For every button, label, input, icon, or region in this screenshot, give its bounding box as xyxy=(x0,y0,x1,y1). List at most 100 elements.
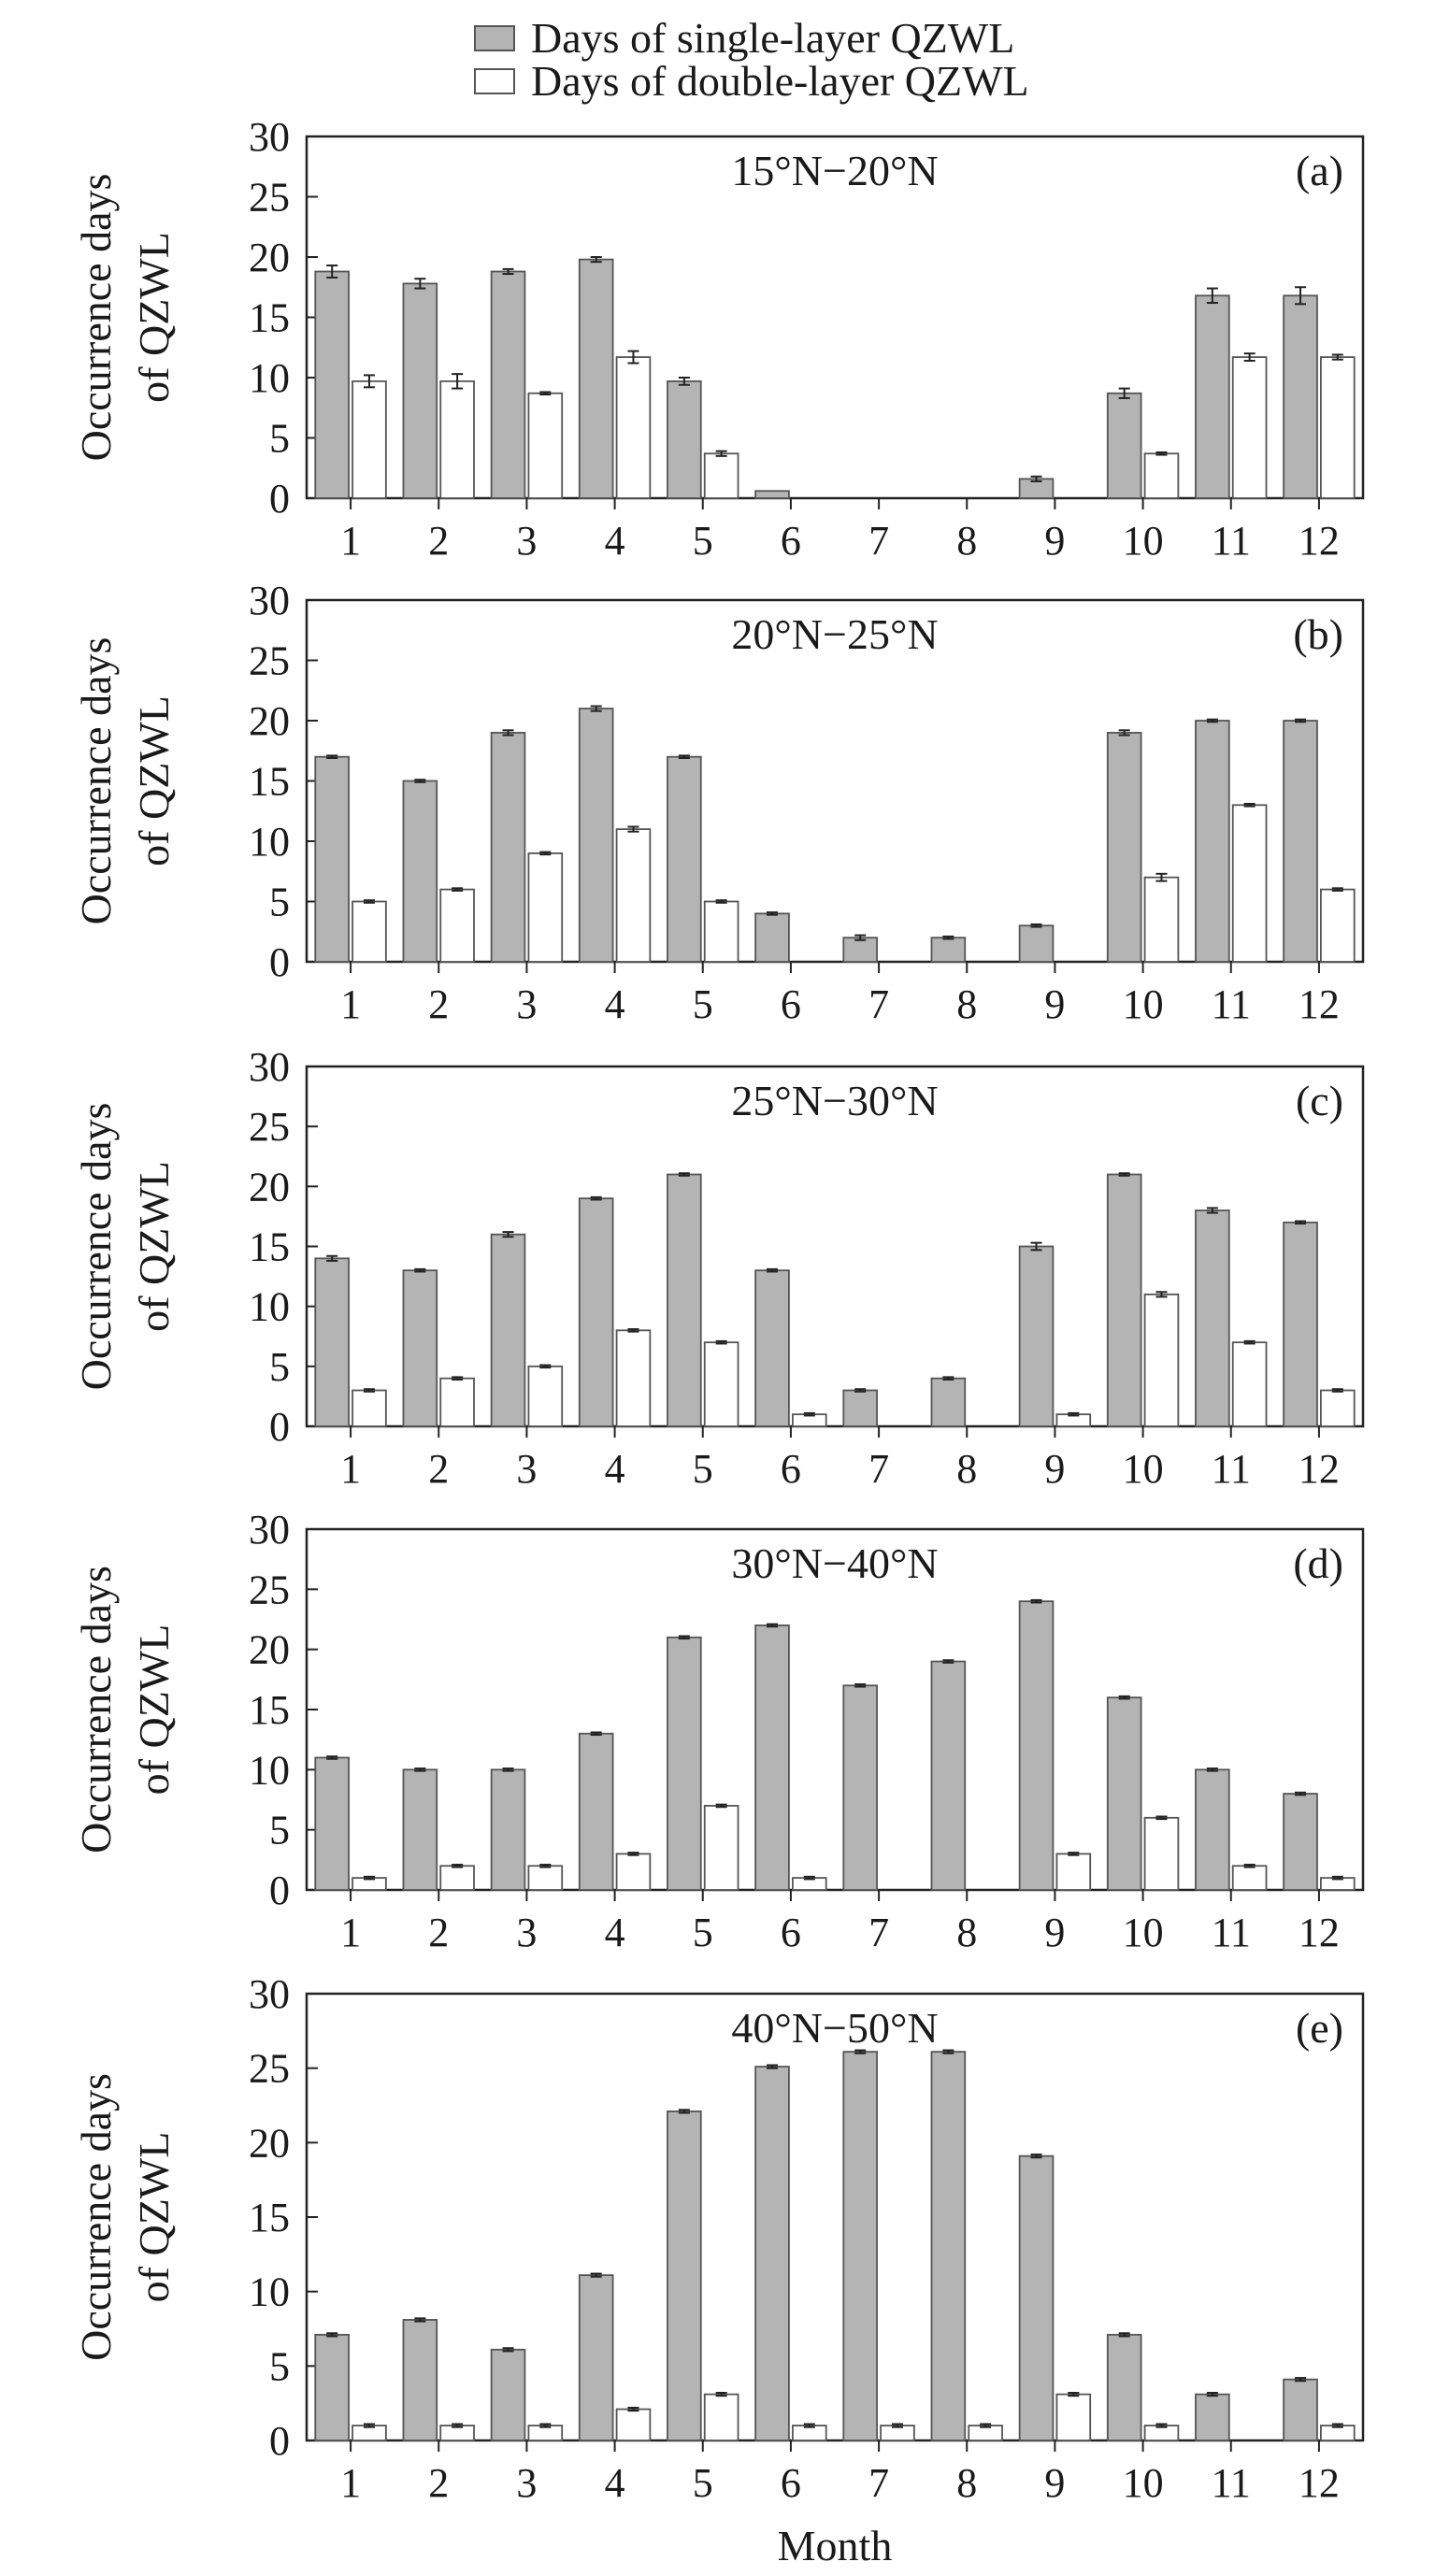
y-tick-label: 20 xyxy=(249,1164,290,1209)
y-tick-label: 15 xyxy=(249,1687,290,1733)
panel-letter: (d) xyxy=(1293,1539,1343,1587)
single-layer-bar-9 xyxy=(1018,1600,1055,1891)
x-tick-label: 8 xyxy=(956,2460,977,2506)
y-axis-label-line-2: of QZWL xyxy=(130,232,178,403)
x-tick-label: 6 xyxy=(781,1446,801,1492)
x-tick-label: 1 xyxy=(340,2460,361,2506)
y-tick-label: 30 xyxy=(249,578,290,623)
x-tick-label: 12 xyxy=(1299,1446,1340,1492)
x-axis-label: Month xyxy=(778,2522,893,2569)
x-tick-label: 10 xyxy=(1123,518,1164,564)
double-layer-bar-5 xyxy=(703,1341,739,1427)
panel-title: 15°N−20°N xyxy=(731,147,938,194)
x-tick-label: 7 xyxy=(868,2460,889,2506)
single-layer-bar-10 xyxy=(1106,1696,1142,1891)
double-layer-bar-3 xyxy=(527,392,564,499)
single-layer-bar-4 xyxy=(578,258,614,499)
y-tick-label: 25 xyxy=(249,175,290,221)
single-layer-bar-2 xyxy=(402,1269,438,1427)
y-tick-label: 15 xyxy=(249,1224,290,1270)
x-tick-label: 5 xyxy=(693,518,713,564)
double-layer-bar-9 xyxy=(1055,2393,1092,2441)
x-tick-label: 3 xyxy=(516,518,537,564)
single-layer-bar-10 xyxy=(1106,2333,1142,2441)
double-layer-bar-3 xyxy=(527,1865,564,1891)
x-tick-label: 12 xyxy=(1299,518,1340,564)
y-tick-label: 0 xyxy=(269,1404,290,1450)
x-tick-label: 5 xyxy=(693,1910,713,1955)
single-layer-bar-5 xyxy=(667,1173,702,1427)
x-tick-label: 3 xyxy=(516,1446,537,1492)
x-tick-label: 7 xyxy=(868,1910,889,1955)
single-layer-bar-10 xyxy=(1106,392,1142,499)
single-layer-bar-9 xyxy=(1018,924,1055,963)
x-tick-label: 12 xyxy=(1299,1910,1340,1955)
single-layer-bar-5 xyxy=(667,755,702,963)
single-layer-bar-3 xyxy=(490,732,526,963)
y-tick-label: 10 xyxy=(249,355,290,401)
single-layer-bar-4 xyxy=(578,1732,614,1891)
double-layer-bar-10 xyxy=(1143,876,1180,963)
y-axis-label-line-2: of QZWL xyxy=(130,1624,178,1796)
single-layer-bar-4 xyxy=(578,708,614,963)
single-layer-bar-7 xyxy=(842,1684,878,1891)
x-tick-label: 8 xyxy=(956,1910,977,1955)
single-layer-bar-6 xyxy=(754,912,790,963)
x-tick-label: 11 xyxy=(1212,1910,1251,1955)
double-layer-bar-1 xyxy=(352,900,387,963)
y-tick-label: 5 xyxy=(269,416,290,462)
double-layer-bar-12 xyxy=(1320,1389,1356,1427)
double-layer-bar-5 xyxy=(703,1805,739,1891)
y-tick-label: 5 xyxy=(269,880,290,925)
x-tick-label: 10 xyxy=(1123,2460,1164,2506)
double-layer-bar-2 xyxy=(439,1377,475,1427)
x-tick-label: 1 xyxy=(340,981,361,1027)
single-layer-bar-6 xyxy=(754,1624,790,1891)
y-axis-label-line-1: Occurrence days xyxy=(72,174,120,462)
y-tick-label: 10 xyxy=(249,819,290,865)
legend-swatch-2 xyxy=(474,68,515,94)
x-tick-label: 2 xyxy=(428,1446,449,1492)
single-layer-bar-1 xyxy=(314,1756,350,1891)
double-layer-bar-3 xyxy=(527,1365,564,1427)
y-tick-label: 15 xyxy=(249,759,290,805)
x-tick-label: 9 xyxy=(1044,1446,1065,1492)
panel-title: 20°N−25°N xyxy=(731,610,938,658)
double-layer-bar-10 xyxy=(1143,452,1180,499)
x-tick-label: 6 xyxy=(781,1910,801,1955)
y-tick-label: 0 xyxy=(269,476,290,522)
x-tick-label: 9 xyxy=(1044,981,1065,1027)
y-tick-label: 15 xyxy=(249,295,290,341)
panel-title: 30°N−40°N xyxy=(731,1539,938,1587)
single-layer-bar-12 xyxy=(1283,1221,1318,1427)
double-layer-bar-4 xyxy=(615,2408,652,2441)
y-tick-label: 20 xyxy=(249,235,290,280)
x-tick-label: 7 xyxy=(868,981,889,1027)
x-tick-label: 7 xyxy=(868,1446,889,1492)
y-axis-label-line-2: of QZWL xyxy=(130,695,178,866)
y-tick-label: 30 xyxy=(249,1971,290,2017)
double-layer-bar-11 xyxy=(1231,356,1268,499)
x-tick-label: 11 xyxy=(1212,518,1251,564)
single-layer-bar-11 xyxy=(1195,294,1230,499)
y-axis-label-line-1: Occurrence days xyxy=(72,1566,120,1853)
legend-swatch-1 xyxy=(474,25,515,51)
x-tick-label: 11 xyxy=(1212,2460,1251,2506)
single-layer-bar-3 xyxy=(490,1768,526,1891)
y-tick-label: 20 xyxy=(249,1627,290,1673)
y-axis-label-line-1: Occurrence days xyxy=(72,2073,120,2361)
y-tick-label: 25 xyxy=(249,638,290,684)
single-layer-bar-1 xyxy=(314,755,350,963)
x-tick-label: 8 xyxy=(956,1446,977,1492)
single-layer-bar-2 xyxy=(402,282,438,499)
y-axis-label: Occurrence days of QZWL xyxy=(72,1566,178,1853)
y-axis-label: Occurrence days of QZWL xyxy=(72,637,178,925)
y-axis-label-line-1: Occurrence days xyxy=(72,637,120,925)
x-tick-label: 9 xyxy=(1044,1910,1065,1955)
single-layer-bar-7 xyxy=(842,1389,878,1427)
single-layer-bar-12 xyxy=(1283,294,1318,499)
y-axis-label-line-2: of QZWL xyxy=(130,2132,178,2303)
panel-letter: (e) xyxy=(1296,2004,1343,2052)
